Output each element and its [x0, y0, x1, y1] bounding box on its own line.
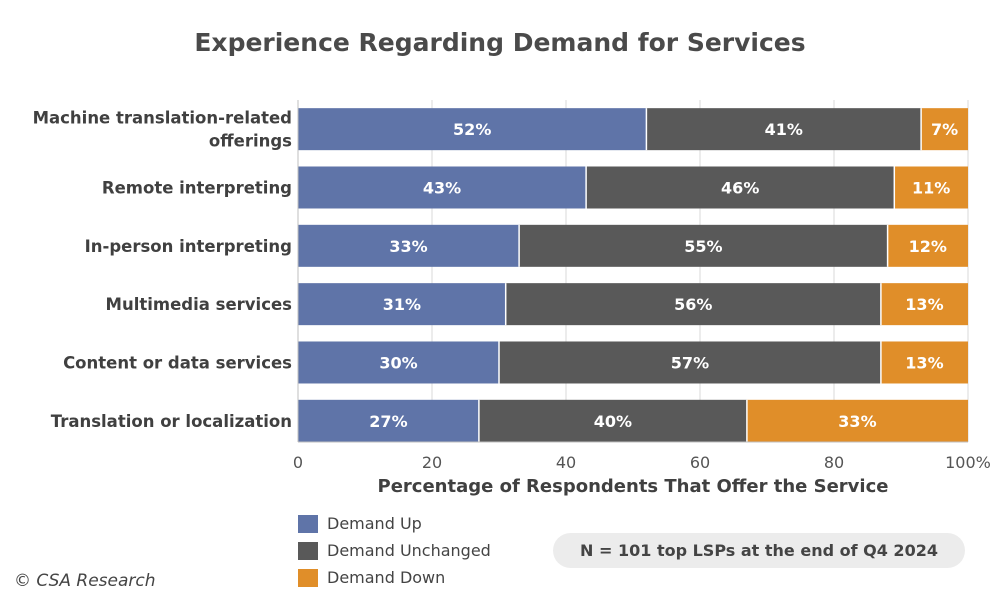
bar-segment — [880, 341, 968, 384]
bar-segment — [887, 224, 968, 267]
bar-segment — [894, 166, 968, 209]
bar-segment — [298, 166, 587, 209]
sample-size-note: N = 101 top LSPs at the end of Q4 2024 — [553, 533, 965, 568]
legend-swatch — [298, 541, 318, 560]
bar-value-label: 41% — [765, 120, 803, 139]
bar-value-label: 33% — [838, 412, 876, 431]
bar-value-label: 13% — [905, 353, 943, 372]
category-label: Remote interpreting — [102, 178, 292, 197]
chart-title: Experience Regarding Demand for Services — [194, 28, 806, 57]
bar-value-label: 33% — [389, 237, 427, 256]
bar-segment — [298, 341, 499, 384]
x-tick-label: 100% — [945, 453, 991, 472]
bar-value-label: 27% — [369, 412, 407, 431]
x-axis-label: Percentage of Respondents That Offer the… — [377, 476, 889, 497]
x-tick-label: 80 — [824, 453, 844, 472]
legend-swatch — [298, 514, 318, 533]
bar-value-label: 12% — [909, 237, 947, 256]
bar-segment — [921, 108, 968, 151]
bar-value-label: 43% — [423, 178, 461, 197]
bar-segment — [478, 399, 747, 442]
bar-segment — [298, 108, 647, 151]
category-label: In-person interpreting — [85, 237, 292, 256]
x-tick-label: 60 — [690, 453, 710, 472]
bar-segment — [519, 224, 888, 267]
legend: Demand Up Demand Unchanged Demand Down — [298, 510, 491, 591]
bar-value-label: 40% — [594, 412, 632, 431]
bar-value-label: 56% — [674, 295, 712, 314]
bar-segment — [586, 166, 895, 209]
bar-segment — [499, 341, 881, 384]
x-tick-label: 40 — [556, 453, 576, 472]
bar-segment — [505, 283, 881, 326]
legend-label: Demand Up — [327, 514, 422, 533]
bar-segment — [298, 283, 506, 326]
bar-segment — [298, 399, 479, 442]
x-tick-label: 0 — [293, 453, 303, 472]
bar-value-label: 52% — [453, 120, 491, 139]
category-label: Translation or localization — [51, 412, 292, 431]
legend-item-demand-down: Demand Down — [298, 564, 491, 591]
bar-segment — [298, 224, 520, 267]
bar-value-label: 13% — [905, 295, 943, 314]
bar-value-label: 11% — [912, 178, 950, 197]
bar-value-label: 30% — [379, 353, 417, 372]
category-label: Machine translation-related offerings — [33, 109, 293, 151]
bar-value-label: 55% — [684, 237, 722, 256]
legend-item-demand-up: Demand Up — [298, 510, 491, 537]
bar-value-label: 57% — [671, 353, 709, 372]
bar-value-label: 31% — [383, 295, 421, 314]
bar-value-label: 46% — [721, 178, 759, 197]
category-label: Multimedia services — [106, 295, 293, 314]
copyright-text: © CSA Research — [14, 571, 156, 591]
legend-item-demand-unchanged: Demand Unchanged — [298, 537, 491, 564]
bar-segment — [880, 283, 968, 326]
bar-segment — [646, 108, 922, 151]
x-tick-label: 20 — [422, 453, 442, 472]
bar-segment — [746, 399, 968, 442]
legend-swatch — [298, 568, 318, 587]
bar-value-label: 7% — [931, 120, 958, 139]
legend-label: Demand Unchanged — [327, 541, 491, 560]
category-label: Content or data services — [63, 353, 292, 372]
legend-label: Demand Down — [327, 568, 446, 587]
